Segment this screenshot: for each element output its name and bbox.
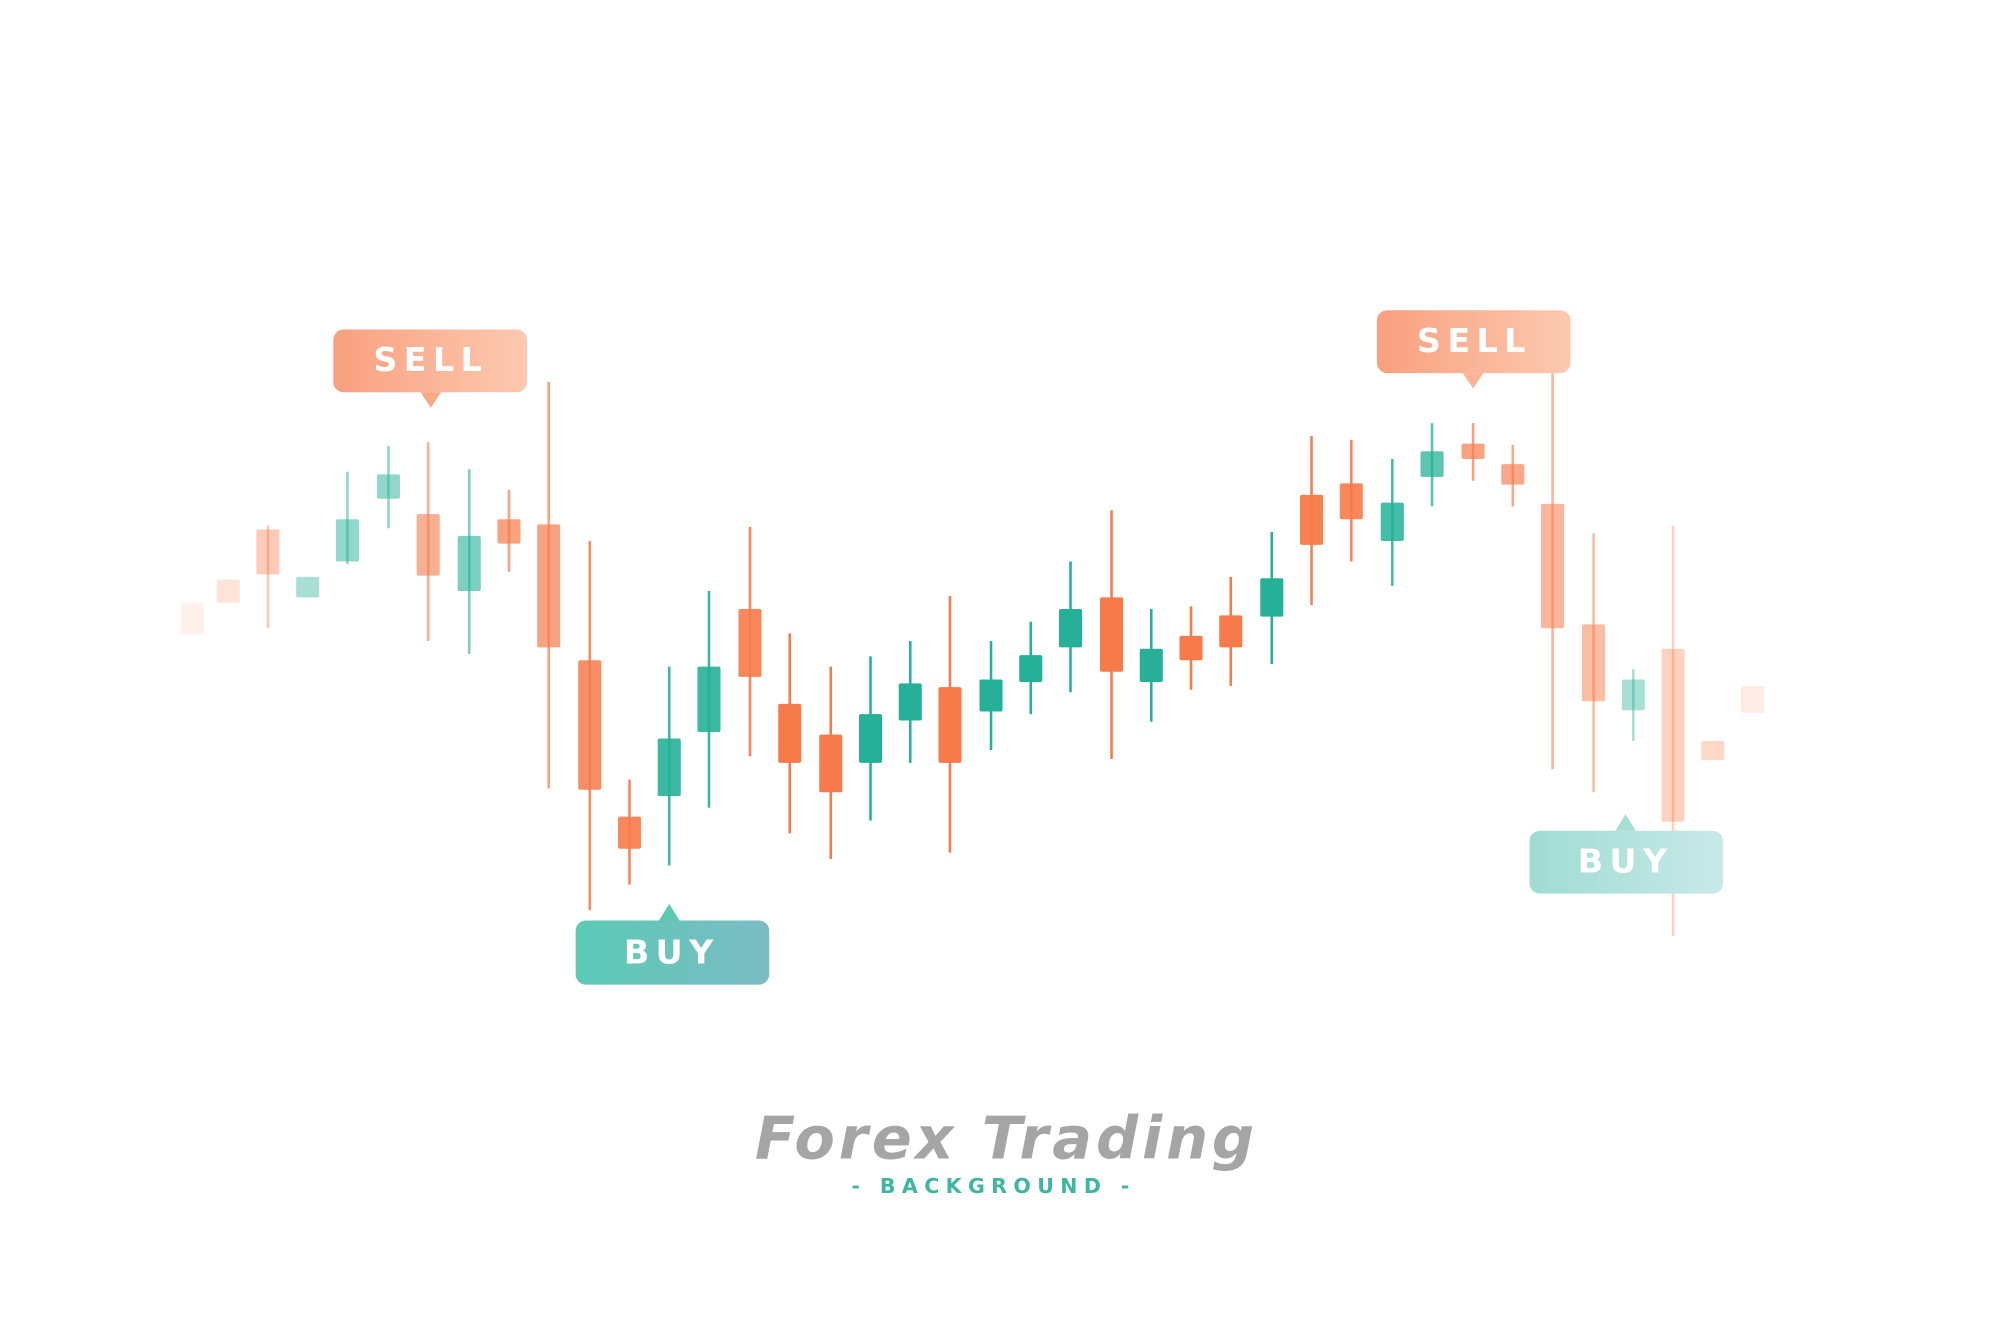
candle-body [898,683,922,721]
candle-body [657,738,681,797]
candle-body [1339,483,1363,520]
subtitle: - BACKGROUND - [851,1174,1135,1198]
candle-body [617,816,642,849]
candle-body [1260,578,1284,617]
candle-body [1019,655,1043,683]
candle-body [1300,494,1324,545]
candle-body [497,519,521,544]
candles [180,371,1765,936]
candle-body [335,519,359,562]
candle-body [1179,635,1203,661]
candle-body [1582,624,1606,702]
candle-body [1621,679,1645,711]
candle-body [537,524,561,648]
candle-body [819,734,843,793]
candle-body [1701,741,1725,761]
candle-body [1420,451,1444,477]
candle-body [1219,615,1243,648]
sell-label: SELL [1417,321,1532,360]
candle-body [938,687,962,763]
sell-tag: SELL [1376,310,1571,389]
buy-tag: BUY [1529,814,1724,894]
candle-body [1461,443,1485,459]
candle-body [1380,502,1404,542]
buy-tag: BUY [575,903,770,985]
candle-body [457,535,481,592]
candle-body [858,714,883,763]
candle-body [1501,464,1525,485]
candle-body [979,679,1003,712]
candle-body [180,602,204,635]
candle-body [256,529,280,575]
candle-body [778,703,802,763]
title: Forex Trading [755,1103,1258,1172]
sell-label: SELL [373,340,488,379]
candle-body [697,666,721,733]
candle-body [416,514,440,576]
candle-body [738,608,762,677]
candle-body [376,474,400,499]
candle-body [578,660,602,790]
candle-body [216,579,240,603]
buy-label: BUY [1578,841,1674,880]
buy-label: BUY [624,932,720,971]
candle-body [1139,648,1163,683]
sell-tag: SELL [333,329,527,408]
candle-body [1058,608,1083,648]
candle-body [1661,648,1685,822]
candle-body [1741,685,1765,713]
candle-body [296,576,320,598]
candle-body [1541,503,1565,629]
candle-body [1100,597,1124,672]
